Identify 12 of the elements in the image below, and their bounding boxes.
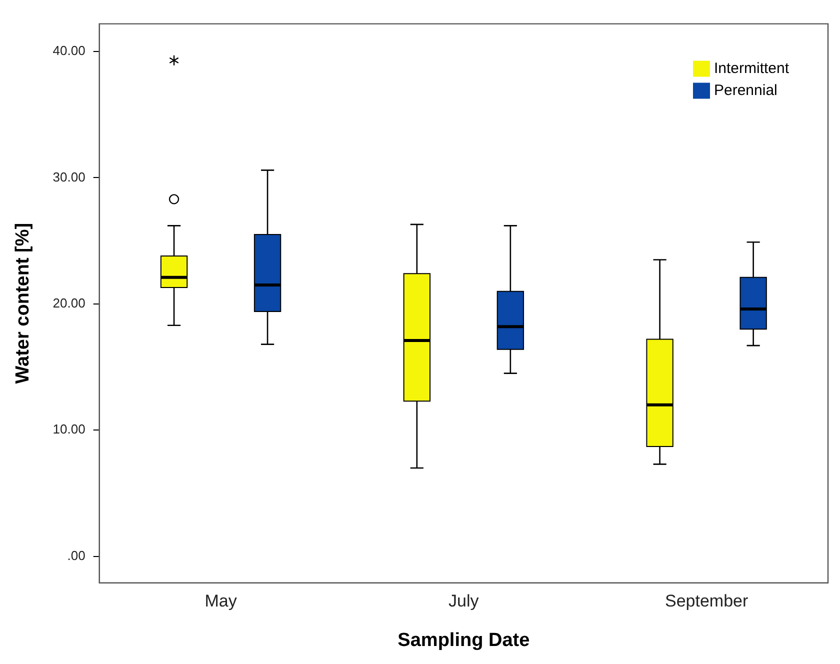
- legend-label: Intermittent: [714, 60, 790, 77]
- x-tick-label: September: [664, 592, 748, 611]
- y-tick-label: 20.00: [52, 296, 86, 311]
- y-axis-title: Water content [%]: [12, 222, 34, 384]
- x-tick-label: May: [204, 592, 238, 611]
- x-axis-title: Sampling Date: [398, 630, 530, 651]
- y-tick-label: 40.00: [52, 43, 86, 58]
- y-tick-label: 30.00: [52, 169, 86, 184]
- legend-label: Perennial: [714, 82, 778, 99]
- y-tick-label: .00: [67, 548, 86, 563]
- x-tick-label: July: [448, 592, 480, 611]
- y-tick-label: 10.00: [52, 422, 86, 437]
